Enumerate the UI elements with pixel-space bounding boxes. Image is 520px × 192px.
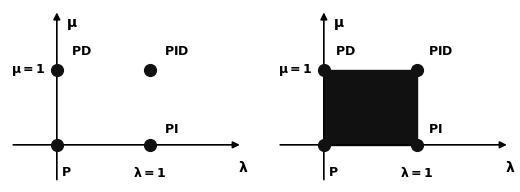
Text: $\bfλ\mathbf{=1}$: $\bfλ\mathbf{=1}$ [133,166,166,180]
Point [146,68,154,71]
Point [53,68,61,71]
Text: $\mathbf{PD}$: $\mathbf{PD}$ [335,46,356,58]
Text: $\bfλ\mathbf{=1}$: $\bfλ\mathbf{=1}$ [400,166,433,180]
Point [412,143,421,146]
Point [146,143,154,146]
Point [53,143,61,146]
Text: $\mathbf{PI}$: $\mathbf{PI}$ [164,123,178,136]
Text: $\mathbf{PD}$: $\mathbf{PD}$ [71,46,92,58]
Text: $\mathbf{PID}$: $\mathbf{PID}$ [164,46,189,58]
Text: $\mathbf{P}$: $\mathbf{P}$ [329,166,339,179]
Text: $\bfμ$: $\bfμ$ [333,17,345,32]
Point [320,68,328,71]
Text: $\bfμ$: $\bfμ$ [66,17,78,32]
Text: $\bfλ$: $\bfλ$ [238,160,249,175]
Point [412,68,421,71]
Text: $\mathbf{PID}$: $\mathbf{PID}$ [428,46,453,58]
FancyBboxPatch shape [324,70,417,145]
Text: $\bfμ\mathbf{=1}$: $\bfμ\mathbf{=1}$ [278,62,313,78]
Text: $\bfμ\mathbf{=1}$: $\bfμ\mathbf{=1}$ [11,62,46,78]
Text: $\mathbf{PI}$: $\mathbf{PI}$ [428,123,443,136]
Text: $\bfλ$: $\bfλ$ [505,160,515,175]
Point [320,143,328,146]
Text: $\mathbf{P}$: $\mathbf{P}$ [61,166,72,179]
